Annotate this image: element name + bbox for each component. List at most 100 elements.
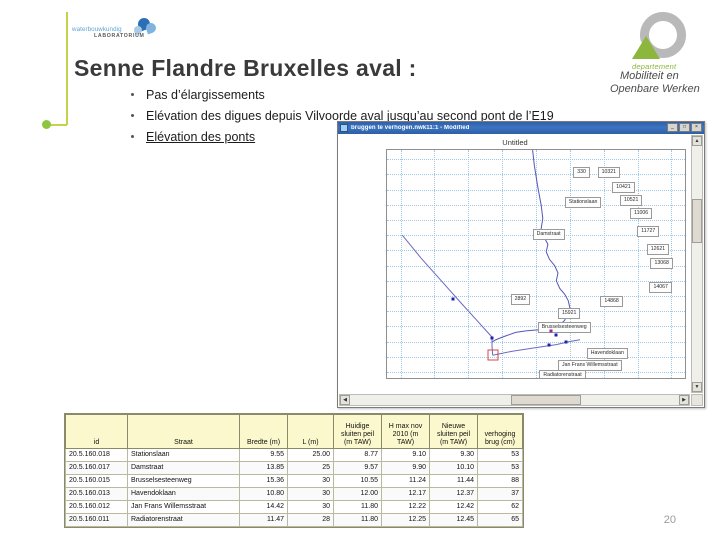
x-minor-tick	[482, 378, 483, 379]
map-label[interactable]: 13068	[650, 257, 673, 269]
map-label[interactable]: 14067	[649, 282, 672, 294]
table-row[interactable]: 20.5.160.015 Brusselsesteenweg 15.36 30 10.5…	[65, 474, 523, 488]
map-label[interactable]: 10321	[597, 166, 621, 178]
x-tick-mark	[570, 378, 571, 379]
map-node[interactable]	[549, 329, 553, 333]
bullet-text: Pas d’élargissements	[146, 88, 265, 102]
x-minor-tick	[658, 378, 659, 379]
table-column-header: Bredte (m)	[239, 414, 288, 449]
horizontal-scroll-thumb[interactable]	[511, 395, 581, 405]
bullet-text: Elévation des ponts	[146, 130, 256, 144]
table-cell: 10.80	[239, 487, 288, 501]
x-minor-tick	[509, 378, 510, 379]
window-controls[interactable]: _ □ ×	[667, 123, 702, 132]
selection-box[interactable]	[487, 349, 499, 361]
scroll-up-arrow-icon[interactable]: ▲	[692, 136, 702, 146]
table-cell: 12.25	[381, 513, 430, 527]
table-cell: 10.55	[333, 474, 382, 488]
x-minor-tick	[394, 378, 395, 379]
close-button[interactable]: ×	[691, 123, 702, 132]
bullet-item-1: Pas d’élargissements	[128, 86, 528, 104]
map-label[interactable]: 2892	[510, 294, 531, 306]
map-window[interactable]: bruggen te verhogen.nwk11:1 - Modified _…	[337, 121, 705, 408]
resize-grip-icon[interactable]	[691, 394, 703, 406]
map-node[interactable]	[451, 297, 455, 301]
x-minor-tick	[617, 378, 618, 379]
map-plot-area[interactable]: Untitled 1805001810001815001820001825001…	[340, 136, 690, 393]
scroll-down-arrow-icon[interactable]: ▼	[692, 382, 702, 392]
map-label[interactable]: Jan Frans Willemsstraat	[558, 359, 622, 371]
x-minor-tick	[644, 378, 645, 379]
table-cell: 9.55	[239, 448, 288, 462]
x-tick-mark	[502, 378, 503, 379]
table-cell: 37	[477, 487, 523, 501]
table-cell: 20.5.160.017	[65, 461, 128, 475]
map-label[interactable]: Havendoklaan	[586, 347, 628, 359]
map-node[interactable]	[554, 333, 558, 337]
gridline-vertical	[536, 150, 537, 378]
map-label[interactable]: Stationslaan	[564, 197, 602, 209]
bridges-table: id Straat Bredte (m) L (m) Huidige sluiten p…	[65, 414, 523, 527]
map-label[interactable]: 10421	[612, 182, 635, 194]
horizontal-scrollbar[interactable]: ◀ ▶	[339, 394, 690, 406]
map-node[interactable]	[490, 336, 494, 340]
x-minor-tick	[556, 378, 557, 379]
scroll-left-arrow-icon[interactable]: ◀	[340, 395, 350, 405]
maximize-button[interactable]: □	[679, 123, 690, 132]
x-minor-tick	[462, 378, 463, 379]
table-cell: 20.5.160.015	[65, 474, 128, 488]
x-minor-tick	[543, 378, 544, 379]
minimize-button[interactable]: _	[667, 123, 678, 132]
bullet-list: Pas d’élargissements Elévation des digues…	[128, 86, 554, 149]
map-label[interactable]: Damstraat	[532, 229, 565, 241]
vertical-scroll-thumb[interactable]	[692, 198, 702, 243]
x-minor-tick	[665, 378, 666, 379]
table-row[interactable]: 20.5.160.012 Jan Frans Willemsstraat 14.42…	[65, 500, 523, 514]
vertical-scrollbar[interactable]: ▲ ▼	[691, 135, 703, 393]
map-label[interactable]: 12621	[646, 244, 670, 256]
map-label[interactable]: 330	[573, 166, 590, 178]
map-node[interactable]	[564, 340, 568, 344]
table-row[interactable]: 20.5.160.018 Stationslaan 9.55 25.00 8.77 9.1…	[65, 448, 523, 462]
map-label[interactable]: 15921	[558, 308, 581, 320]
x-minor-tick	[455, 378, 456, 379]
map-label[interactable]: 11727	[637, 226, 660, 237]
map-label[interactable]: 10521	[619, 194, 643, 206]
x-minor-tick	[631, 378, 632, 379]
x-minor-tick	[495, 378, 496, 379]
map-node[interactable]	[547, 343, 551, 347]
x-minor-tick	[414, 378, 415, 379]
table-row[interactable]: 20.5.160.011 Radiatorenstraat 11.47 28 11.80…	[65, 513, 523, 527]
map-label[interactable]: Radiatorenstraat	[539, 370, 586, 378]
table-cell: Jan Frans Willemsstraat	[127, 500, 240, 514]
logo-left-sub-text: LABORATORIUM	[94, 33, 145, 39]
table-row[interactable]: 20.5.160.013 Havendoklaan 10.80 30 12.00 12.1…	[65, 487, 523, 501]
table-cell: 12.37	[429, 487, 478, 501]
x-minor-tick	[651, 378, 652, 379]
map-label[interactable]: Brusselsesteenweg	[537, 321, 591, 333]
x-minor-tick	[407, 378, 408, 379]
table-column-header: Nieuwe sluiten peil (m TAW)	[429, 414, 478, 449]
page-title: Senne Flandre Bruxelles aval :	[74, 55, 417, 81]
table-cell: 30	[287, 474, 334, 488]
table-cell: 53	[477, 461, 523, 475]
table-cell: 11.44	[429, 474, 478, 488]
table-row[interactable]: 20.5.160.017 Damstraat 13.85 25 9.57 9.90 10.1…	[65, 461, 523, 475]
logo-right-line2: Openbare Werken	[610, 83, 700, 95]
map-label[interactable]: 11006	[630, 207, 653, 219]
gridline-vertical	[400, 150, 402, 378]
x-minor-tick	[522, 378, 523, 379]
table-cell: 11.80	[333, 513, 382, 527]
bullet-item-3: Elévation des ponts	[128, 128, 528, 146]
page-number: 20	[663, 514, 676, 526]
scroll-right-arrow-icon[interactable]: ▶	[679, 395, 689, 405]
x-minor-tick	[489, 378, 490, 379]
table-column-header: Straat	[127, 414, 240, 449]
chart-axes[interactable]: 1805001810001815001820001825001830001835…	[386, 149, 686, 379]
table-cell: 12.42	[429, 500, 478, 514]
map-label[interactable]: 14868	[600, 295, 623, 307]
bullet-dot-icon	[131, 114, 134, 117]
window-title-bar[interactable]: bruggen te verhogen.nwk11:1 - Modified _…	[338, 122, 704, 134]
x-minor-tick	[387, 378, 388, 379]
